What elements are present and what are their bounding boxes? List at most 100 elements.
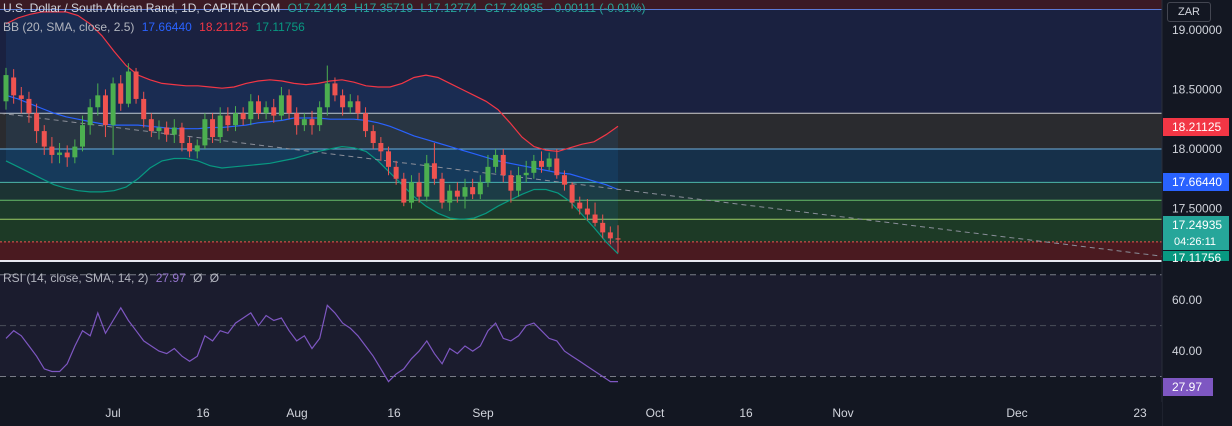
- time-tick-label: 16: [196, 406, 210, 420]
- candle-body: [110, 83, 116, 126]
- dashed-trendline: [0, 112, 1163, 257]
- candle-body: [87, 107, 93, 126]
- candle-body: [408, 182, 414, 203]
- candle-body: [386, 151, 391, 167]
- low-value: L17.12774: [420, 1, 478, 15]
- candle: [416, 172, 422, 203]
- candle: [156, 120, 162, 140]
- candle: [164, 121, 170, 142]
- price-axis[interactable]: 19.00000 18.50000 18.00000 17.50000 60.00 40.…: [1172, 23, 1222, 358]
- open-value: O17.24143: [287, 1, 347, 15]
- price-zone: [0, 182, 1162, 201]
- candle-body: [431, 163, 437, 179]
- candle-body: [577, 202, 583, 209]
- candle: [516, 166, 522, 197]
- candle-body: [500, 154, 506, 176]
- candle-body: [508, 175, 514, 191]
- candle-body: [401, 178, 407, 203]
- basis-badge: [1163, 173, 1229, 191]
- candle: [248, 94, 254, 126]
- candle-body: [156, 127, 162, 132]
- candle-body: [607, 232, 613, 239]
- candle-body: [217, 115, 223, 138]
- candle-body: [164, 127, 170, 135]
- currency-label[interactable]: ZAR: [1167, 2, 1211, 22]
- candle-body: [447, 190, 453, 203]
- candle: [217, 107, 223, 144]
- candle-body: [600, 222, 606, 233]
- candle: [408, 175, 414, 209]
- candle-body: [286, 95, 292, 114]
- candle-body: [592, 214, 598, 223]
- candle-body: [271, 107, 277, 116]
- candle-body: [516, 175, 522, 191]
- bb-lower-line: [5, 145, 619, 255]
- candle: [447, 184, 453, 211]
- candle-body: [546, 158, 552, 167]
- candle-body: [439, 178, 445, 203]
- candle-body: [202, 119, 208, 146]
- candle: [95, 83, 101, 116]
- symbol-title[interactable]: U.S. Dollar / South African Rand, 1D, CA…: [3, 1, 281, 15]
- candle-body: [3, 75, 9, 102]
- candle: [539, 151, 544, 173]
- candles: [3, 63, 621, 253]
- time-tick-label: 23: [1133, 406, 1147, 420]
- candle-body: [278, 95, 284, 116]
- candle: [225, 107, 231, 132]
- candle: [317, 101, 323, 132]
- candle-body: [454, 190, 460, 197]
- close-value: C17.24935: [484, 1, 544, 15]
- lower-band-badge-text: 17.11756: [1172, 251, 1221, 265]
- candle: [470, 178, 476, 200]
- candle: [210, 113, 216, 144]
- candle-body: [255, 101, 261, 114]
- candle: [523, 160, 529, 183]
- candle: [500, 148, 506, 183]
- time-axis[interactable]: Jul 16 Aug 16 Sep Oct 16 Nov Dec 23: [0, 402, 1162, 426]
- candle-body: [118, 83, 124, 104]
- rsi-label[interactable]: RSI (14, close, SMA, 14, 2): [3, 271, 149, 285]
- candle: [194, 139, 200, 159]
- candle-body: [294, 113, 300, 126]
- candle: [49, 137, 55, 164]
- candle: [332, 77, 338, 102]
- candle-body: [240, 113, 246, 120]
- countdown-text: 04:26:11: [1174, 236, 1216, 248]
- candle: [546, 152, 552, 171]
- candle: [424, 154, 430, 202]
- candle: [301, 113, 307, 132]
- candle-body: [80, 125, 85, 147]
- candle-body: [370, 131, 376, 144]
- candle: [592, 202, 598, 227]
- candle: [485, 154, 491, 188]
- candle-body: [470, 187, 476, 195]
- candle: [439, 172, 445, 209]
- candle: [263, 101, 269, 120]
- candle: [26, 91, 32, 123]
- candle-body: [493, 154, 499, 167]
- bb-label[interactable]: BB (20, SMA, close, 2.5): [3, 20, 135, 34]
- candle: [569, 182, 575, 209]
- candle: [80, 115, 85, 152]
- price-zone: [0, 219, 1162, 242]
- price-tick-label: 19.00000: [1172, 23, 1222, 37]
- candle-body: [95, 95, 101, 108]
- candle: [294, 107, 300, 135]
- price-zone: [0, 0, 1162, 10]
- candle: [355, 95, 361, 120]
- symbol-header[interactable]: U.S. Dollar / South African Rand, 1D, CA…: [3, 1, 649, 16]
- candle: [347, 94, 353, 114]
- rsi-legend[interactable]: RSI (14, close, SMA, 14, 2) 27.97 Ø Ø: [3, 271, 223, 286]
- time-tick-label: 16: [387, 406, 401, 420]
- candle-body: [347, 101, 353, 108]
- candle-body: [171, 127, 177, 135]
- bb-legend[interactable]: BB (20, SMA, close, 2.5) 17.66440 18.211…: [3, 20, 309, 35]
- candle-body: [263, 107, 269, 114]
- candle-body: [363, 113, 369, 132]
- rsi-value: 27.97: [155, 271, 186, 285]
- candle: [18, 87, 24, 114]
- candle: [57, 143, 63, 164]
- candle: [187, 137, 193, 158]
